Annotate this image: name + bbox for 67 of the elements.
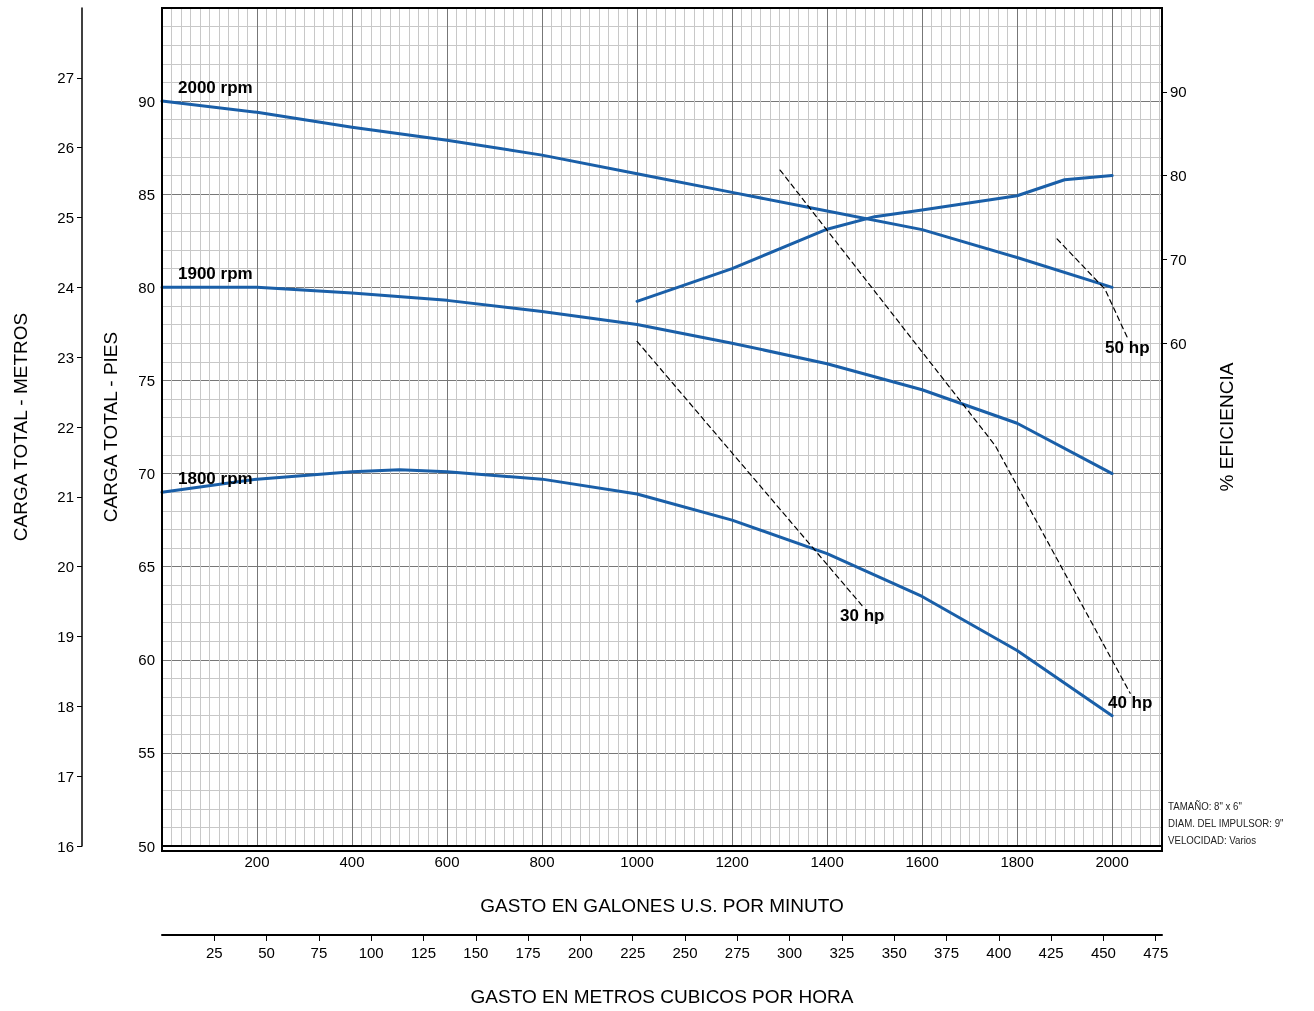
x-tick-label: 800: [529, 853, 555, 870]
x2-tick-label: 300: [777, 944, 803, 961]
x-tick-label: 400: [339, 853, 365, 870]
y2-tick-label: 60: [1170, 334, 1187, 352]
text: VELOCIDAD: Varios: [1168, 833, 1258, 848]
y-tick-label: 50: [138, 837, 155, 855]
x2-axis-title: GASTO EN METROS CUBICOS POR HORA: [470, 986, 854, 1007]
x2-tick-label: 75: [310, 944, 328, 961]
series-label: 2000 rpm: [178, 78, 253, 98]
x2-tick-label: 200: [567, 944, 593, 961]
x2-tick-label: 175: [515, 944, 541, 961]
x-tick-label: 2000: [1095, 853, 1129, 870]
y3-tick-label: 22: [57, 418, 74, 436]
y-tick-label: 60: [138, 651, 155, 669]
x2-tick-label: 375: [934, 944, 960, 961]
x2-tick-label: 400: [986, 944, 1012, 961]
x2-tick-label: 225: [620, 944, 646, 961]
y-tick-label: 65: [138, 558, 155, 576]
y-axis-title: CARGA TOTAL - PIES: [100, 331, 121, 523]
y2-axis-title: % EFICIENCIA: [1216, 362, 1237, 492]
y3-tick-label: 24: [57, 278, 74, 296]
y-tick-label: 85: [138, 185, 155, 203]
y-tick-label: 80: [138, 278, 155, 296]
x-tick-label: 1400: [810, 853, 844, 870]
series-label: 1900 rpm: [178, 264, 253, 284]
x2-tick-label: 325: [829, 944, 855, 961]
text: TAMAÑO: 8" x 6": [1168, 799, 1243, 814]
x2-tick-label: 425: [1038, 944, 1064, 961]
x2-tick-label: 250: [672, 944, 698, 961]
y2-tick-label: 90: [1170, 83, 1187, 101]
x2-tick-label: 350: [881, 944, 907, 961]
y3-tick-label: 20: [57, 558, 74, 576]
x2-tick-label: 50: [258, 944, 275, 961]
x2-tick-label: 125: [410, 944, 437, 961]
y3-tick-label: 26: [57, 139, 74, 157]
x-axis-title: GASTO EN GALONES U.S. POR MINUTO: [480, 895, 844, 916]
y3-tick-label: 25: [57, 209, 74, 226]
series-label: 40 hp: [1107, 693, 1153, 713]
y3-tick-label: 23: [57, 348, 74, 366]
x2-tick-label: 25: [205, 944, 223, 961]
y2-tick-label: 80: [1170, 167, 1187, 185]
series-label: 50 hp: [1105, 337, 1150, 357]
series-label: 30 hp: [840, 605, 885, 625]
y3-tick-label: 18: [57, 697, 74, 715]
x2-tick-label: 275: [724, 944, 750, 961]
y-tick-label: 70: [138, 465, 155, 483]
y3-tick-label: 21: [57, 488, 74, 506]
text: DIAM. DEL IMPULSOR: 9": [1168, 816, 1284, 831]
x2-tick-label: 475: [1143, 944, 1169, 961]
x2-tick-label: 450: [1090, 944, 1116, 961]
x2-tick-label: 100: [358, 944, 384, 961]
y-tick-label: 55: [138, 744, 155, 762]
y3-tick-label: 27: [57, 69, 74, 87]
y-tick-label: 90: [138, 92, 155, 110]
y3-tick-label: 17: [57, 767, 74, 785]
y2-tick-label: 70: [1170, 250, 1187, 268]
y3-tick-label: 19: [57, 628, 74, 645]
x-tick-label: 1600: [905, 853, 939, 870]
x-tick-label: 600: [434, 853, 460, 870]
x-tick-label: 200: [244, 853, 270, 870]
x-tick-label: 1200: [715, 853, 749, 870]
x2-tick-label: 150: [463, 944, 489, 961]
y3-tick-label: 16: [57, 837, 74, 855]
y3-axis-title: CARGA TOTAL - METROS: [10, 312, 31, 542]
y-tick-label: 75: [138, 371, 155, 389]
x-tick-label: 1800: [1000, 853, 1034, 870]
x-tick-label: 1000: [620, 853, 654, 870]
